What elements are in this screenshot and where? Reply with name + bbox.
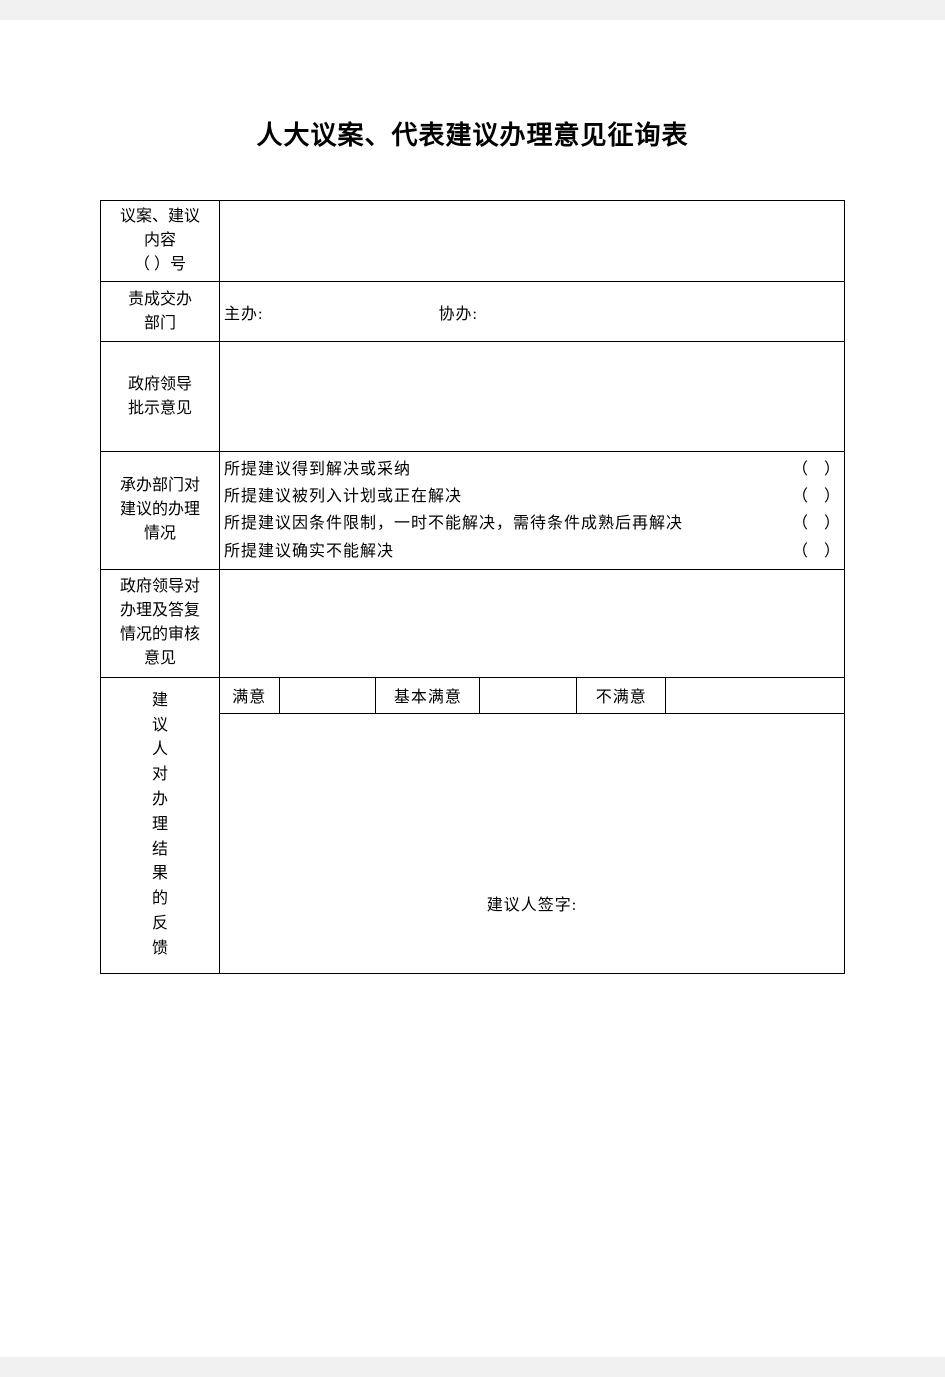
label-proposal-content: 议案、建议 内容 （ ）号 [101,201,220,282]
page-title: 人大议案、代表建议办理意见征询表 [100,115,845,152]
status-option: 所提建议被列入计划或正在解决 （ ） [224,483,840,510]
status-paren: （ ） [792,510,840,537]
assist-host-label: 协办: [438,300,477,324]
label-audit-opinion: 政府领导对 办理及答复 情况的审核 意见 [101,569,220,677]
label-line: 内容 [144,232,176,249]
cell-leader-opinion [220,342,845,452]
label-line: 承办部门对 [120,477,200,494]
status-text: 所提建议得到解决或采纳 [224,456,411,483]
cell-satisfied-mark [279,677,376,713]
cell-assign-dept: 主办: 协办: [220,282,845,342]
label-basic-satisfied: 基本满意 [376,677,480,713]
label-line: 政府领导 [128,376,192,393]
label-line: （ ）号 [134,256,186,273]
form-table: 议案、建议 内容 （ ）号 责成交办 部门 主办: 协办: 政府领导 批示意见 [100,200,845,974]
label-line: 责成交办 [128,291,192,308]
status-option: 所提建议得到解决或采纳 （ ） [224,456,840,483]
status-paren: （ ） [792,483,840,510]
label-line: 情况 [144,525,176,542]
main-host-label: 主办: [224,300,263,324]
label-line: 批示意见 [128,400,192,417]
cell-handling-status: 所提建议得到解决或采纳 （ ） 所提建议被列入计划或正在解决 （ ） 所提建议因… [220,452,845,570]
label-line: 议案、建议 [120,208,200,225]
label-satisfied: 满意 [220,677,280,713]
label-assign-dept: 责成交办 部门 [101,282,220,342]
label-handling-status: 承办部门对 建议的办理 情况 [101,452,220,570]
label-leader-opinion: 政府领导 批示意见 [101,342,220,452]
cell-audit-opinion [220,569,845,677]
label-not-satisfied: 不满意 [577,677,666,713]
label-feedback: 建议人对办理结果的反馈 [101,677,220,973]
label-line: 政府领导对 [120,578,200,595]
document-page: 人大议案、代表建议办理意见征询表 议案、建议 内容 （ ）号 责成交办 部门 [0,20,945,1357]
cell-not-satisfied-mark [666,677,845,713]
label-line: 部门 [144,315,176,332]
label-line: 意见 [144,650,176,667]
label-line: 办理及答复 [120,602,200,619]
label-line: 建议的办理 [120,501,200,518]
status-option: 所提建议确实不能解决 （ ） [224,538,840,565]
status-text: 所提建议确实不能解决 [224,538,394,565]
status-text: 所提建议因条件限制，一时不能解决，需待条件成熟后再解决 [224,510,683,537]
signature-label: 建议人签字: [224,771,840,915]
cell-signature: 建议人签字: [220,713,845,973]
label-line: 情况的审核 [120,626,200,643]
cell-proposal-content [220,201,845,282]
status-paren: （ ） [792,456,840,483]
cell-basic-satisfied-mark [480,677,577,713]
status-paren: （ ） [792,538,840,565]
status-option: 所提建议因条件限制，一时不能解决，需待条件成熟后再解决 （ ） [224,510,840,537]
status-text: 所提建议被列入计划或正在解决 [224,483,462,510]
